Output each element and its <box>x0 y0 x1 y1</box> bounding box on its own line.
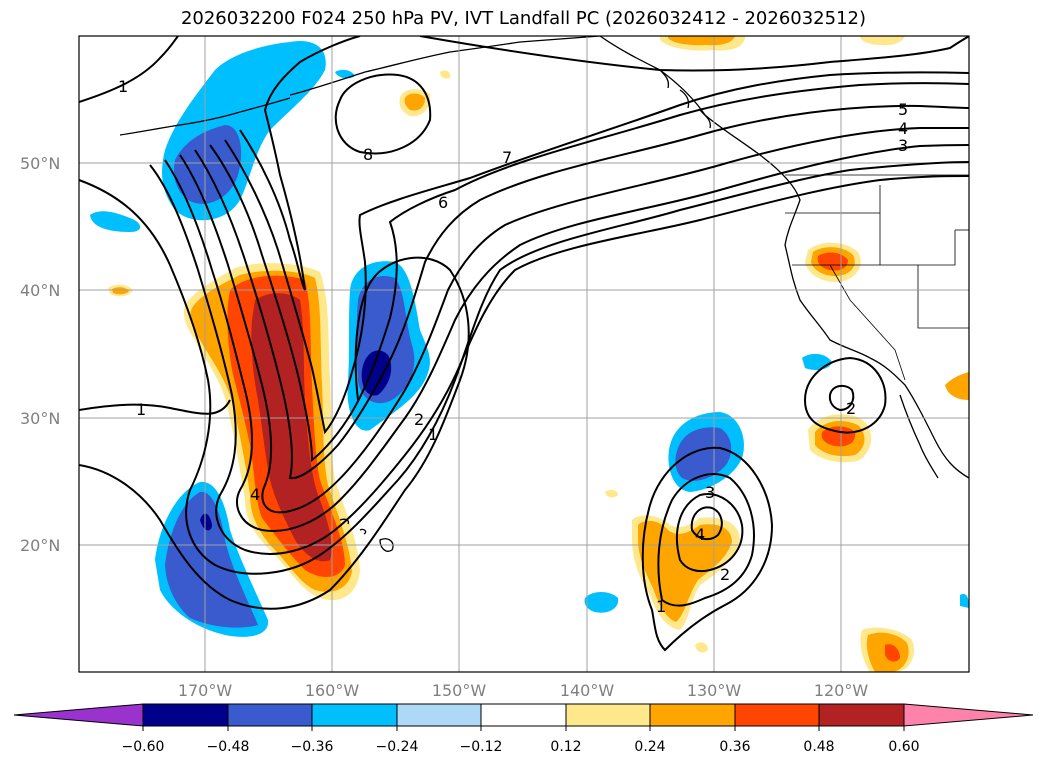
colorbar-ticks <box>142 726 905 731</box>
contour-label-7: 7 <box>502 148 512 167</box>
contour-6 <box>209 82 969 463</box>
colorbar-label-neg-012: −0.12 <box>460 739 503 755</box>
contour-label-1-trough: 1 <box>428 425 438 444</box>
colorbar-bin-pos-024 <box>649 703 736 727</box>
contour-trough-1 <box>79 256 470 610</box>
contour-label-1-west: 1 <box>136 400 146 419</box>
lon-label-150w: 150°W <box>432 681 487 700</box>
colorbar-tick-labels: −0.60 −0.48 −0.36 −0.24 −0.12 0.12 0.24 … <box>122 739 920 755</box>
contour-1-west <box>79 399 231 415</box>
colorbar-label-neg-024: −0.24 <box>376 739 419 755</box>
colorbar-label-neg-048: −0.48 <box>207 739 250 755</box>
latitude-labels: 50°N 40°N 30°N 20°N <box>20 154 60 555</box>
lon-label-160w: 160°W <box>305 681 360 700</box>
cutoff-low-4 <box>690 506 723 541</box>
lon-label-140w: 140°W <box>560 681 615 700</box>
cutoff-low-2 <box>657 473 755 607</box>
ivt-contours <box>79 36 969 652</box>
east-low-1 <box>803 356 887 434</box>
contour-label-6: 6 <box>438 193 448 212</box>
colorbar-bin-neg-012 <box>396 703 482 727</box>
contour-trough-2 <box>79 161 969 575</box>
east-low-2 <box>828 384 855 412</box>
contour-label-2-east: 2 <box>846 399 856 418</box>
colorbar-label-pos-048: 0.48 <box>803 739 834 755</box>
longitude-labels: 170°W 160°W 150°W 140°W 130°W 120°W <box>178 681 869 700</box>
contour-upper-right <box>419 36 969 72</box>
contour-label-2-cutoff: 2 <box>720 565 730 584</box>
colorbar <box>13 703 1034 727</box>
alaska-coast <box>289 36 601 96</box>
lat-label-20n: 20°N <box>20 536 60 555</box>
map-title: 2026032200 F024 250 hPa PV, IVT Landfall… <box>180 8 867 29</box>
lon-label-130w: 130°W <box>687 681 742 700</box>
contour-label-3-cutoff: 3 <box>705 483 715 502</box>
contour-labels: 1 1 1 2 2 2 3 3 4 4 5 6 7 8 4 1 <box>118 77 908 616</box>
lon-label-170w: 170°W <box>178 681 233 700</box>
contour-3 <box>164 144 969 532</box>
colorbar-bin-pos-048 <box>818 703 905 727</box>
colorbar-bin-neg-036 <box>227 703 313 727</box>
contour-ridge <box>239 36 361 291</box>
lat-label-30n: 30°N <box>20 409 60 428</box>
colorbar-label-pos-024: 0.24 <box>634 739 665 755</box>
contour-label-5: 5 <box>898 100 908 119</box>
contour-7 <box>224 71 969 435</box>
contour-label-4-northeast: 4 <box>898 119 908 138</box>
colorbar-label-neg-060: −0.60 <box>122 739 165 755</box>
map-content: 1 1 1 2 2 2 3 3 4 4 5 6 7 8 4 1 <box>79 36 969 672</box>
state-borders <box>785 174 969 381</box>
lat-label-50n: 50°N <box>20 154 60 173</box>
contour-label-2-trough: 2 <box>414 410 424 429</box>
contour-label-1-cutoff: 1 <box>656 597 666 616</box>
colorbar-label-pos-060: 0.60 <box>888 739 919 755</box>
contour-label-4-cutoff: 4 <box>695 525 705 544</box>
colorbar-bin-pos-012 <box>565 703 651 727</box>
colorbar-label-pos-012: 0.12 <box>550 739 581 755</box>
contour-5 <box>194 104 969 480</box>
colorbar-extend-high <box>903 703 1034 727</box>
colorbar-bin-zero <box>480 703 567 727</box>
contour-1-north <box>79 36 179 103</box>
colorbar-label-neg-036: −0.36 <box>291 739 334 755</box>
lat-label-40n: 40°N <box>20 281 60 300</box>
contour-label-4-trough: 4 <box>250 485 260 504</box>
cutoff-low-3 <box>675 493 744 573</box>
colorbar-bin-pos-036 <box>734 703 820 727</box>
colorbar-label-pos-036: 0.36 <box>719 739 750 755</box>
contour-label-1-north: 1 <box>118 77 128 96</box>
contour-8 <box>334 73 432 155</box>
contour-label-8: 8 <box>363 145 373 164</box>
colorbar-extend-low <box>13 703 144 727</box>
colorbar-bin-neg-024 <box>311 703 398 727</box>
contour-2 <box>149 164 969 555</box>
contour-label-3-northeast: 3 <box>898 136 908 155</box>
gridlines <box>79 36 969 672</box>
cutoff-low-outer <box>641 446 774 652</box>
lon-label-120w: 120°W <box>814 681 869 700</box>
map-frame <box>78 35 970 673</box>
colorbar-bin-neg-048 <box>142 703 229 727</box>
north-america-coast <box>599 36 969 479</box>
contour-4 <box>179 126 969 514</box>
